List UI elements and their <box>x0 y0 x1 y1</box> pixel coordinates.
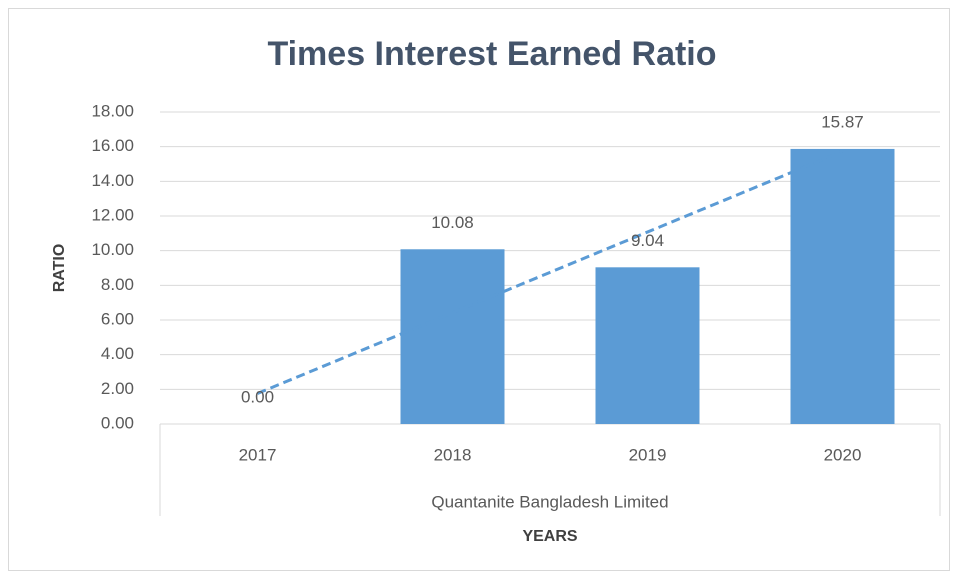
y-axis-title: RATIO <box>51 244 68 293</box>
bar <box>595 267 700 424</box>
data-label: 15.87 <box>821 112 864 131</box>
x-tick-label: 2020 <box>824 445 862 464</box>
trendline <box>256 149 844 395</box>
y-tick-label: 4.00 <box>101 344 134 363</box>
y-tick-label: 6.00 <box>101 309 134 328</box>
y-tick-label: 2.00 <box>101 379 134 398</box>
x-tick-label: 2017 <box>239 445 277 464</box>
x-axis-title: YEARS <box>522 528 577 545</box>
y-tick-label: 12.00 <box>91 205 134 224</box>
data-label: 0.00 <box>241 387 274 406</box>
data-label: 10.08 <box>431 213 474 232</box>
y-tick-label: 10.00 <box>91 240 134 259</box>
x-tick-label: 2018 <box>434 445 472 464</box>
y-tick-label: 8.00 <box>101 275 134 294</box>
bar <box>400 249 505 424</box>
bar <box>790 148 895 425</box>
y-tick-label: 18.00 <box>91 101 134 120</box>
chart-title: Times Interest Earned Ratio <box>267 35 716 73</box>
x-tick-label: 2019 <box>629 445 667 464</box>
y-tick-label: 14.00 <box>91 171 134 190</box>
y-tick-label: 0.00 <box>101 413 134 432</box>
y-tick-label: 16.00 <box>91 136 134 155</box>
data-label: 9.04 <box>631 231 664 250</box>
group-label: Quantanite Bangladesh Limited <box>431 492 668 511</box>
